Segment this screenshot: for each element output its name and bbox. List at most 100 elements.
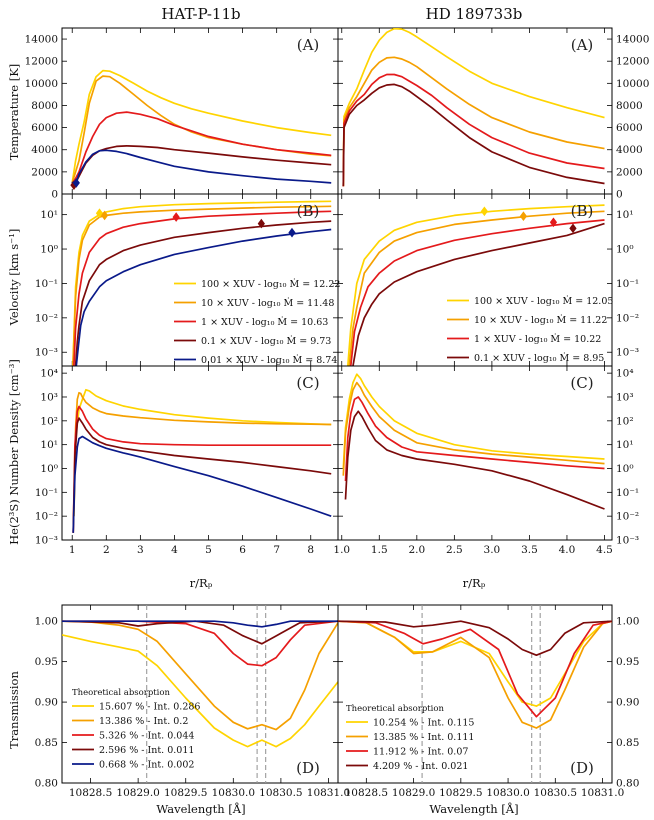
x-tick-label: 1.5 <box>371 544 388 556</box>
frame-hd_trans <box>337 604 613 784</box>
y-tick-label: 10⁻¹ <box>35 278 58 290</box>
legend-entry: 0.1 × XUV - log₁₀ Ṁ = 9.73 <box>201 335 331 347</box>
ylabel-density: He(2³S) Number Density [cm⁻³] <box>7 359 21 545</box>
y-tick-label: 2000 <box>31 166 58 178</box>
panel-label: (B) <box>297 202 320 220</box>
y-tick-label: 10⁻² <box>35 312 58 324</box>
y-tick-label: 10⁰ <box>40 463 58 475</box>
x-tick-label: 10829.5 <box>439 787 482 799</box>
y-tick-label: 10² <box>616 415 634 427</box>
series-line-100 <box>72 200 332 366</box>
sonic-point-marker <box>257 218 265 229</box>
y-tick-label: 0.85 <box>35 737 58 749</box>
y-tick-label: 10¹ <box>40 209 58 221</box>
series-line-100 <box>71 69 332 184</box>
y-tick-label: 14000 <box>616 34 649 46</box>
series-group <box>342 28 605 187</box>
series-line-1 <box>338 620 612 718</box>
legend-entry: 0.01 × XUV - log₁₀ Ṁ = 8.74 <box>201 354 337 366</box>
legend-entry: 0.1 × XUV - log₁₀ Ṁ = 8.95 <box>474 352 604 364</box>
sonic-point-marker <box>172 212 180 222</box>
y-tick-label: 4000 <box>616 144 643 156</box>
y-tick-label: 10⁴ <box>616 368 634 380</box>
legend-entry: 10.254 % - Int. 0.115 <box>373 718 474 729</box>
y-tick-label: 0.80 <box>616 778 639 790</box>
y-tick-label: 10¹ <box>40 439 58 451</box>
legend-entry: 1 × XUV - log₁₀ Ṁ = 10.63 <box>201 316 328 328</box>
y-tick-label: 8000 <box>31 100 58 112</box>
series-line-100 <box>338 620 612 707</box>
series-line-1 <box>342 73 605 187</box>
sonic-point-marker <box>569 223 577 234</box>
x-tick-label: 5 <box>205 544 212 556</box>
x-tick-label: 10828.5 <box>345 787 388 799</box>
series-line-1 <box>73 210 332 366</box>
panel-hd_temp: 0 2000 4000 6000 8000 10000 12000 14000 (A) <box>337 27 649 201</box>
x-tick-label: 10829.5 <box>164 787 207 799</box>
ylabel-temperature: Temperature [K] <box>7 64 21 161</box>
x-tick-label: 10830.5 <box>259 787 302 799</box>
y-tick-label: 10⁻¹ <box>35 487 58 499</box>
panel-label: (C) <box>296 374 319 392</box>
panel-label: (B) <box>571 202 594 220</box>
panel-label: (D) <box>296 759 320 777</box>
xlabel-wavelength-hd: Wavelength [Å] <box>429 802 518 816</box>
y-tick-label: 10⁻³ <box>616 347 639 359</box>
legend-entry: 100 × XUV - log₁₀ Ṁ = 12.22 <box>201 278 340 290</box>
y-tick-label: 10⁻² <box>616 511 639 523</box>
y-tick-label: 12000 <box>25 56 58 68</box>
legend-entry: 1 × XUV - log₁₀ Ṁ = 10.22 <box>474 333 601 345</box>
y-tick-label: 10⁰ <box>40 244 58 256</box>
x-tick-label: 10830.0 <box>486 787 529 799</box>
series-line-10 <box>73 391 332 517</box>
x-tick-label: 3.5 <box>521 544 538 556</box>
x-tick-label: 7 <box>273 544 280 556</box>
ylabel-velocity: Velocity [km s⁻¹] <box>7 229 21 327</box>
xlabel-wavelength-hat: Wavelength [Å] <box>156 802 245 816</box>
series-line-100 <box>62 634 338 748</box>
panel-label: (A) <box>297 36 320 54</box>
series-line-0_1 <box>62 620 338 645</box>
sonic-point-marker <box>95 208 104 219</box>
series-line-0_01 <box>72 435 332 533</box>
x-tick-label: 10828.5 <box>69 787 112 799</box>
x-tick-label: 2.0 <box>408 544 425 556</box>
series-line-0_1 <box>74 220 332 366</box>
y-tick-label: 0.90 <box>35 697 58 709</box>
panel-hd_trans: 10828.5 10829.0 10829.5 10830.0 10830.5 10831… <box>337 604 639 799</box>
y-tick-label: 2000 <box>616 166 643 178</box>
y-tick-label: 10⁻² <box>35 511 58 523</box>
panel-label: (D) <box>570 759 594 777</box>
legend-entry: 10 × XUV - log₁₀ Ṁ = 11.22 <box>474 314 607 326</box>
series-line-100 <box>73 388 332 517</box>
x-tick-label: 10829.0 <box>392 787 435 799</box>
legend: Theoretical absorption 10.254 % - Int. 0.… <box>346 704 474 772</box>
frame-hat_dens <box>61 365 339 541</box>
panel-hd_dens: 1.0 1.5 2.0 2.5 3.0 3.5 4.0 4.510⁻³ 10⁻² 10⁻¹ 10⁰ 1… <box>333 365 639 556</box>
series-line-100 <box>342 373 605 469</box>
x-tick-label: 6 <box>239 544 246 556</box>
series-line-10 <box>72 205 332 366</box>
y-tick-label: 6000 <box>616 122 643 134</box>
y-tick-label: 12000 <box>616 56 649 68</box>
y-tick-label: 0 <box>616 189 623 201</box>
legend-title: Theoretical absorption <box>346 704 445 714</box>
x-tick-label: 2.5 <box>446 544 463 556</box>
y-tick-label: 0.80 <box>35 778 58 790</box>
xlabel-radius-hat: r/Rₚ <box>190 576 213 590</box>
xlabel-radius-hd: r/Rₚ <box>463 576 486 590</box>
panel-label: (A) <box>571 36 594 54</box>
sonic-point-marker <box>519 211 528 222</box>
y-tick-label: 10⁻³ <box>616 535 639 547</box>
y-tick-label: 10³ <box>40 391 58 403</box>
legend-entry: 13.385 % - Int. 0.111 <box>373 732 474 743</box>
legend-entry: 100 × XUV - log₁₀ Ṁ = 12.05 <box>474 295 613 307</box>
legend-entry: 4.209 % - Int. 0.021 <box>373 761 468 772</box>
x-tick-label: 10830.0 <box>212 787 255 799</box>
panel-hat_dens: 1 2 3 4 5 6 7 8 10⁻³ 10⁻² 10⁻¹ 10⁰ 10¹ 10² 10³ 10⁴ (C) <box>35 365 339 556</box>
legend-entry: 2.596 % - Int. 0.011 <box>99 745 194 756</box>
series-line-0_1 <box>72 417 332 533</box>
legend-entry: 5.326 % - Int. 0.044 <box>99 731 194 742</box>
x-tick-label: 1 <box>69 544 76 556</box>
